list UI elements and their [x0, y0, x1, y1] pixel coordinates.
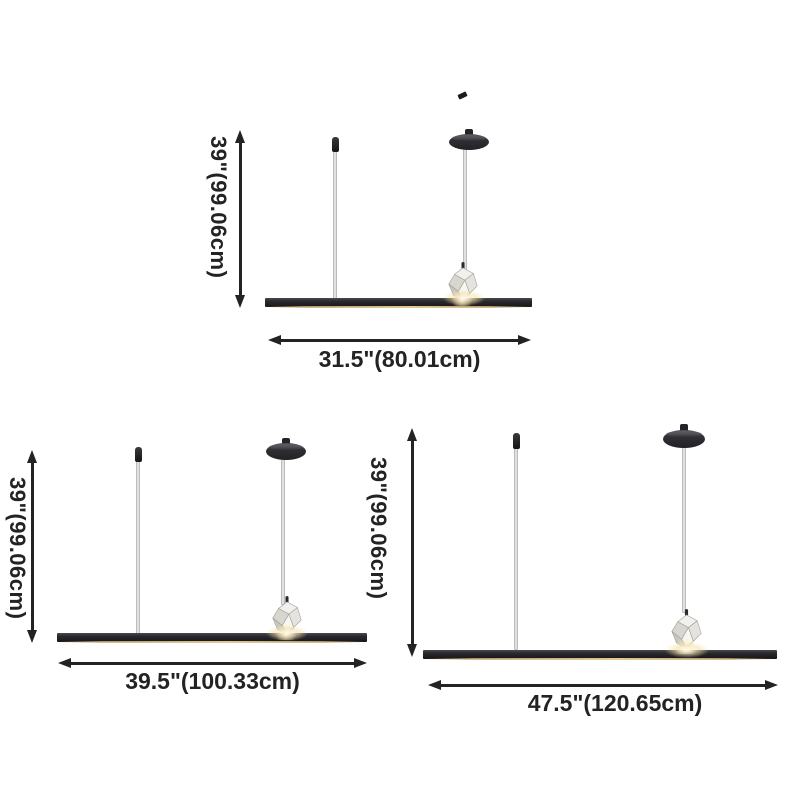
image-artifact-speck — [457, 91, 468, 100]
crystal-pendant — [444, 262, 482, 306]
suspension-cord — [334, 151, 336, 299]
height-dimension-arrow — [26, 450, 38, 643]
pendant-cord — [683, 447, 685, 612]
pendant-cord — [282, 459, 284, 604]
width-dimension-arrow — [58, 657, 367, 669]
ceiling-canopy — [266, 443, 306, 460]
height-dimension-arrow — [234, 130, 246, 308]
crystal-pendant — [268, 596, 306, 640]
height-dimension-label: 39"(99.06cm) — [5, 477, 30, 620]
height-dimension-label: 39"(99.06cm) — [206, 136, 231, 279]
linear-light-bar — [265, 298, 532, 308]
width-dimension-arrow — [428, 679, 778, 691]
suspension-cord — [137, 461, 139, 634]
suspension-cord-cap — [134, 447, 142, 462]
ceiling-canopy — [663, 430, 705, 448]
width-dimension-arrow — [268, 334, 531, 346]
height-dimension-label: 39"(99.06cm) — [366, 457, 391, 600]
canopy-mount-nub — [465, 129, 473, 135]
pendant-cord — [464, 149, 466, 270]
linear-light-bar — [57, 633, 367, 643]
ceiling-canopy — [449, 134, 489, 150]
linear-light-bar — [423, 650, 777, 660]
suspension-cord-cap — [512, 433, 520, 449]
width-dimension-label: 39.5"(100.33cm) — [125, 668, 300, 694]
width-dimension-label: 47.5"(120.65cm) — [527, 690, 703, 716]
width-dimension-label: 31.5"(80.01cm) — [318, 346, 481, 372]
suspension-cord — [515, 448, 517, 649]
height-dimension-arrow — [406, 428, 418, 657]
canopy-mount-nub — [282, 438, 290, 444]
crystal-pendant — [667, 609, 706, 654]
suspension-cord-cap — [331, 137, 339, 152]
canopy-mount-nub — [680, 424, 688, 431]
